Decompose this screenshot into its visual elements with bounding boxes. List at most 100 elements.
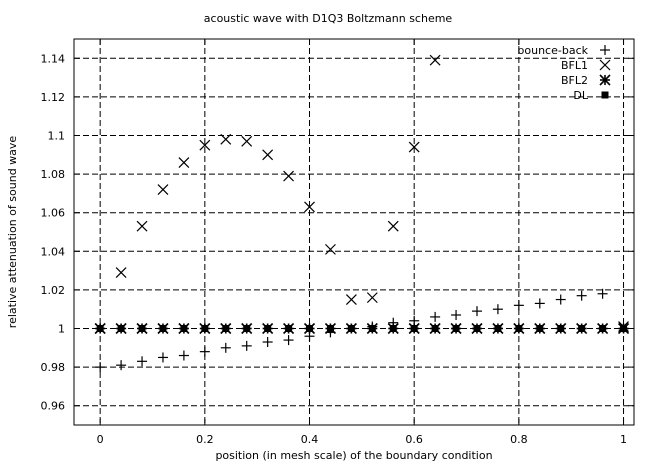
data-point-dl: [452, 325, 460, 332]
legend-marker-bfl2: [599, 74, 611, 86]
square-marker: [306, 325, 314, 332]
data-point-bfl1: [199, 139, 211, 151]
data-point-bounce-back: [262, 337, 273, 348]
data-point-bounce-back: [241, 340, 252, 351]
legend-marker-bfl1: [599, 59, 611, 71]
data-point-bounce-back: [283, 335, 294, 346]
data-point-dl: [222, 325, 230, 332]
data-points: [94, 54, 630, 373]
square-marker: [557, 325, 565, 332]
data-point-dl: [599, 325, 607, 332]
data-point-bounce-back: [534, 298, 545, 309]
data-point-dl: [285, 325, 293, 332]
data-point-bfl1: [283, 170, 295, 182]
square-marker: [201, 325, 209, 332]
cross-marker-b: [115, 267, 127, 278]
cross-marker-b: [366, 292, 378, 304]
data-point-bfl1: [262, 149, 274, 161]
plot-frame: [73, 38, 635, 426]
square-marker: [96, 325, 104, 332]
data-point-dl: [431, 325, 439, 332]
data-point-dl: [201, 325, 209, 332]
square-marker: [410, 325, 418, 332]
data-point-bfl1: [115, 267, 127, 278]
y-tick-label: 1.02: [41, 284, 66, 297]
data-point-bfl1: [387, 220, 399, 232]
data-point-dl: [306, 325, 314, 332]
y-tick-label: 1.14: [41, 52, 66, 65]
data-point-bfl1: [157, 184, 169, 195]
cross-marker-b: [345, 294, 357, 305]
data-point-bounce-back: [137, 356, 148, 367]
data-point-bfl1: [325, 243, 336, 255]
legend-label-bfl2: BFL2: [561, 74, 588, 87]
grid: [74, 39, 634, 425]
legend-label-bounce-back: bounce-back: [517, 44, 588, 57]
data-point-dl: [515, 325, 523, 332]
data-point-bounce-back: [116, 360, 127, 371]
square-marker: [599, 325, 607, 332]
square-marker: [264, 325, 272, 332]
legend: bounce-back BFL1 BFL2 DL: [517, 44, 611, 102]
legend-label-bfl1: BFL1: [561, 59, 588, 72]
data-point-dl: [368, 325, 376, 332]
data-point-dl: [557, 325, 565, 332]
square-marker: [515, 325, 523, 332]
x-tick-label: 0: [97, 433, 104, 446]
data-point-bfl1: [220, 133, 232, 145]
data-point-bfl1: [408, 141, 420, 153]
data-point-dl: [410, 325, 418, 332]
x-tick-label: 0.6: [405, 433, 423, 446]
cross-marker-b: [387, 220, 399, 232]
data-point-bounce-back: [199, 346, 210, 357]
data-point-dl: [620, 325, 628, 332]
square-marker: [494, 325, 502, 332]
data-point-bounce-back: [178, 350, 189, 361]
data-point-bounce-back: [220, 342, 231, 353]
star-marker-b: [599, 74, 611, 86]
square-marker: [285, 325, 293, 332]
y-tick-label: 0.96: [41, 400, 66, 413]
square-marker: [117, 325, 125, 332]
chart-title: acoustic wave with D1Q3 Boltzmann scheme: [204, 12, 453, 25]
cross-marker-b: [241, 135, 253, 147]
square-marker: [368, 325, 376, 332]
y-tick-label: 1.04: [41, 245, 66, 258]
square-marker: [180, 325, 188, 332]
data-point-bounce-back: [555, 294, 566, 305]
square-marker: [578, 325, 586, 332]
y-tick-label: 1.12: [41, 91, 66, 104]
x-tick-label: 1: [620, 433, 627, 446]
data-point-dl: [243, 325, 251, 332]
data-point-dl: [117, 325, 125, 332]
data-point-dl: [347, 325, 355, 332]
data-point-dl: [389, 325, 397, 332]
x-tick-label: 0.8: [510, 433, 528, 446]
data-point-bounce-back: [157, 352, 168, 363]
y-tick-label: 1.06: [41, 207, 66, 220]
square-marker: [326, 325, 334, 332]
y-tick-label: 1: [58, 323, 65, 336]
square-marker: [138, 325, 146, 332]
cross-marker-b: [599, 59, 611, 71]
x-axis-label: position (in mesh scale) of the boundary…: [215, 449, 492, 462]
data-point-dl: [578, 325, 586, 332]
data-point-bounce-back: [471, 306, 482, 317]
data-point-dl: [473, 325, 481, 332]
y-axis-label: relative attenuation of sound wave: [6, 136, 19, 329]
square-marker: [536, 325, 544, 332]
square-marker: [473, 325, 481, 332]
data-point-bfl1: [366, 292, 378, 304]
cross-marker-b: [220, 133, 232, 145]
data-point-bounce-back: [576, 290, 587, 301]
square-marker: [431, 325, 439, 332]
data-point-bfl1: [178, 157, 190, 168]
cross-marker-b: [178, 157, 190, 168]
cross-marker-b: [304, 201, 315, 213]
square-marker: [620, 325, 628, 332]
data-point-bfl1: [136, 220, 148, 232]
cross-marker-b: [408, 141, 420, 153]
y-tick-label: 1.08: [41, 168, 66, 181]
data-point-bounce-back: [492, 304, 503, 315]
